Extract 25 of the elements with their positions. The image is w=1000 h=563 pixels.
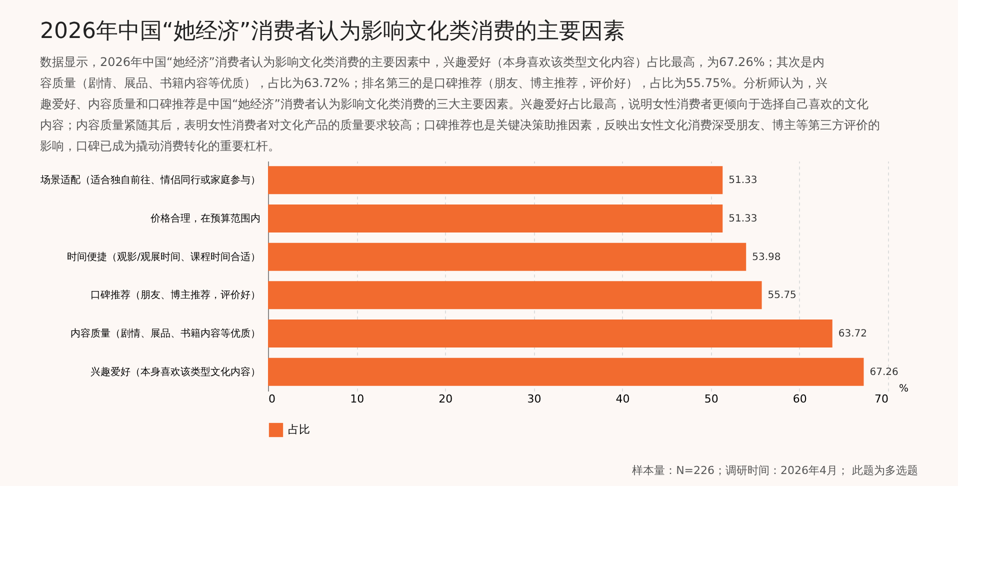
chart-subtitle: 数据显示，2026年中国“她经济”消费者认为影响文化类消费的主要因素中，兴趣爱好（本身喜欢该类型文化内容）占比最高，为67.26%；其次是内容质量（剧情、展品、书籍内容等优质），占比为63.72%；排名第三的是口碑推荐（朋友、博主推荐，评价好），占比为55.75%。分析师认为，兴趣爱好、内容质量和口碑推荐是中国“她经济”消费者认为影响文化类消费的三大主要因素。兴趣爱好占比最高，说明女性消费者更倾向于选择自己喜欢的文化内容；内容质量紧随其后，表明女性消费者对文化产品的质量要求较高；口碑推荐也是关键决策助推因素，反映出女性文化消费深受朋友、博主等第三方评价的影响，口碑已成为撬动消费转化的重要杠杆。 bbox=[40, 55, 880, 153]
text: 样本量：N=226；调研时间：2026年4月； 此题为多选题 bbox=[632, 464, 918, 477]
legend-label: 占比 bbox=[288, 423, 310, 436]
x-tick-label: 10 bbox=[350, 392, 364, 406]
data-label: 51.33 bbox=[728, 214, 758, 224]
x-tick-label: 0 bbox=[268, 392, 276, 406]
data-label: 55.75 bbox=[768, 290, 796, 302]
x-tick-label: 40 bbox=[616, 392, 630, 406]
y-tick-label: 内容质量（剧情、展品、书籍内容等优质） bbox=[70, 328, 260, 340]
x-tick-label: 60 bbox=[792, 392, 807, 406]
y-tick-label: 口碑推荐（朋友、博主推荐，评价好） bbox=[90, 289, 260, 302]
x-tick-label: 50 bbox=[704, 392, 718, 406]
y-tick-label: 时间便捷（观影/观展时间、课程时间合适） bbox=[67, 250, 260, 263]
x-tick-label: 20 bbox=[438, 392, 453, 406]
chart-title: 2026年中国“她经济”消费者认为影响文化类消费的主要因素 bbox=[40, 19, 625, 44]
x-tick-label: 30 bbox=[527, 392, 542, 406]
data-label: 53.98 bbox=[752, 252, 781, 263]
x-axis-title: % bbox=[898, 384, 908, 394]
y-tick-label: 兴趣爱好（本身喜欢该类型文化内容） bbox=[90, 366, 260, 378]
data-label: 51.33 bbox=[728, 175, 758, 186]
data-label: 67.26 bbox=[870, 366, 898, 378]
data-label: 63.72 bbox=[838, 328, 868, 340]
x-tick-label: 70 bbox=[874, 392, 888, 406]
y-tick-label: 场景适配（适合独自前往、情侣同行或家庭参与） bbox=[40, 174, 260, 186]
y-tick-label: 价格合理，在预算范围内 bbox=[150, 212, 260, 224]
